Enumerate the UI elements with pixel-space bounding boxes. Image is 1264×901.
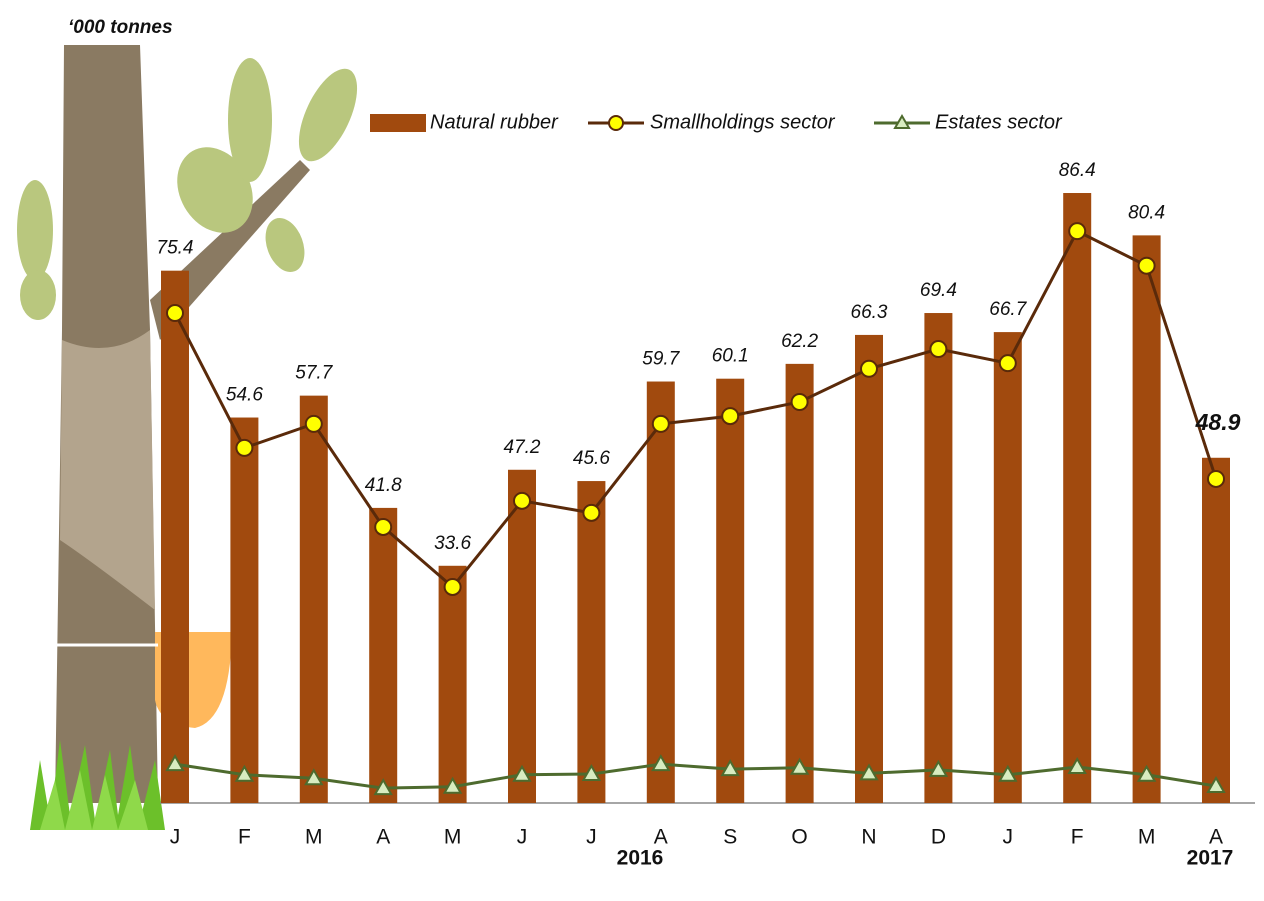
x-tick-label: M <box>1138 826 1156 849</box>
x-tick-label: A <box>376 826 390 849</box>
year-label: 2017 <box>1187 847 1234 870</box>
data-label: 80.4 <box>1128 202 1165 223</box>
data-label: 66.7 <box>989 299 1027 320</box>
data-label: 48.9 <box>1195 409 1241 435</box>
data-label: 41.8 <box>365 475 402 496</box>
data-label: 66.3 <box>851 302 888 323</box>
data-label: 45.6 <box>573 448 610 469</box>
bar <box>716 379 744 803</box>
data-label: 54.6 <box>226 385 263 406</box>
x-tick-label: F <box>238 826 251 849</box>
series-line <box>175 231 1216 587</box>
data-label: 47.2 <box>504 437 541 458</box>
x-tick-label: J <box>517 826 528 849</box>
line-marker <box>1139 258 1155 274</box>
x-tick-label: A <box>1209 826 1223 849</box>
line-marker <box>1000 355 1016 371</box>
line-marker <box>722 408 738 424</box>
line-marker <box>445 579 461 595</box>
x-tick-label: J <box>170 826 181 849</box>
bar <box>300 396 328 803</box>
data-label: 59.7 <box>642 349 680 370</box>
x-tick-label: O <box>791 826 807 849</box>
bar <box>924 313 952 803</box>
data-label: 86.4 <box>1059 160 1096 181</box>
bar <box>439 566 467 803</box>
line-marker <box>1208 471 1224 487</box>
line-marker <box>236 440 252 456</box>
data-label: 75.4 <box>157 238 194 259</box>
bar <box>647 382 675 803</box>
data-label: 69.4 <box>920 280 957 301</box>
x-tick-label: F <box>1071 826 1084 849</box>
data-label: 60.1 <box>712 346 749 367</box>
x-tick-label: N <box>861 826 876 849</box>
series-line <box>175 764 1216 788</box>
legend-marker <box>609 116 623 130</box>
chart: ‘000 tonnes JFMAMJJASONDJFMA2016201775.4… <box>0 0 1264 901</box>
line-marker <box>1069 223 1085 239</box>
legend-label: Smallholdings sector <box>650 111 836 133</box>
line-marker <box>583 505 599 521</box>
line-marker <box>375 519 391 535</box>
data-label: 62.2 <box>781 331 818 352</box>
bar <box>1063 193 1091 803</box>
line-marker <box>653 416 669 432</box>
bar <box>855 335 883 803</box>
year-label: 2016 <box>617 847 664 870</box>
line-marker <box>861 361 877 377</box>
line-marker <box>306 416 322 432</box>
data-label: 33.6 <box>434 533 471 554</box>
x-tick-label: S <box>723 826 737 849</box>
bar <box>577 481 605 803</box>
bar <box>230 418 258 803</box>
x-tick-label: J <box>586 826 597 849</box>
bar <box>1133 235 1161 803</box>
data-label: 57.7 <box>295 363 333 384</box>
legend-swatch <box>370 114 426 132</box>
x-tick-label: J <box>1003 826 1014 849</box>
bar <box>369 508 397 803</box>
legend-label: Natural rubber <box>430 111 559 133</box>
x-tick-label: A <box>654 826 668 849</box>
legend-label: Estates sector <box>935 111 1063 133</box>
x-tick-label: M <box>305 826 323 849</box>
bar <box>786 364 814 803</box>
line-marker <box>167 305 183 321</box>
line-marker <box>514 493 530 509</box>
x-tick-label: D <box>931 826 946 849</box>
x-tick-label: M <box>444 826 462 849</box>
line-marker <box>792 394 808 410</box>
bar <box>508 470 536 803</box>
bar <box>1202 458 1230 803</box>
line-marker <box>930 341 946 357</box>
bar <box>161 271 189 803</box>
unit-label: ‘000 tonnes <box>68 17 173 38</box>
bar <box>994 332 1022 803</box>
